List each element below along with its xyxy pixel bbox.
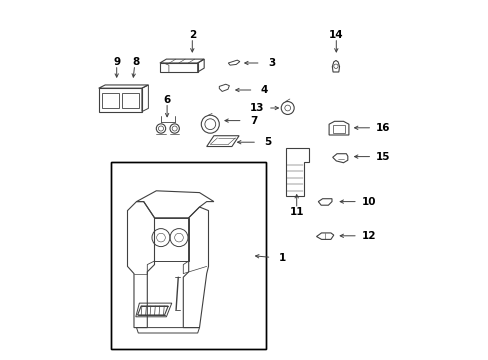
Text: 14: 14 [328,30,343,40]
Text: 2: 2 [188,30,196,40]
Bar [102,93,119,108]
Bar [332,125,345,133]
Text: 3: 3 [267,58,275,68]
Text: 8: 8 [132,57,139,67]
Text: 4: 4 [260,85,267,95]
Text: 12: 12 [361,231,375,241]
Text: 10: 10 [361,197,375,207]
Text: 11: 11 [289,207,304,217]
Bar [111,162,265,349]
Bar [122,93,139,108]
Text: 1: 1 [278,253,285,263]
Text: 5: 5 [264,137,271,147]
Text: 15: 15 [375,152,389,162]
Text: 6: 6 [163,95,170,105]
Text: 9: 9 [113,57,120,67]
Text: 13: 13 [249,103,264,113]
Bar [111,162,265,349]
Text: 7: 7 [249,116,257,126]
Text: 16: 16 [375,123,389,133]
